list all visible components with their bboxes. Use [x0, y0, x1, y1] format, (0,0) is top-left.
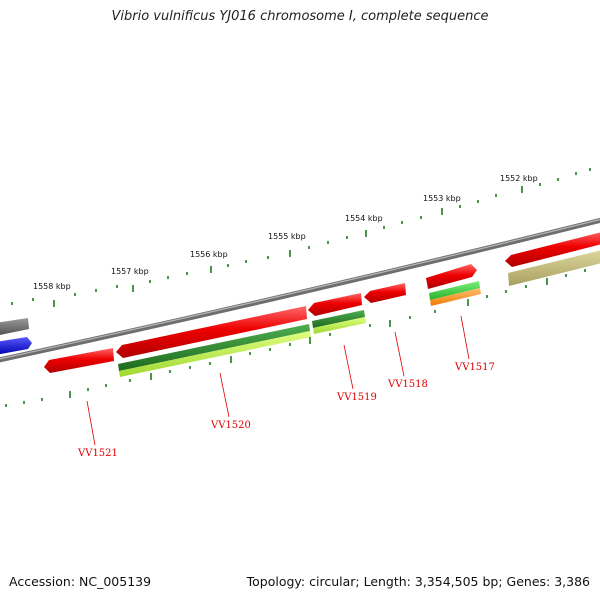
gene-arrow-vv1519 [308, 293, 362, 316]
genome-backbone [0, 217, 600, 363]
cds-bar-vv1519-dark [312, 310, 365, 328]
cds-bar-vv1520-dark [118, 324, 310, 371]
gene-arrow-vv1520 [116, 306, 307, 358]
gene-arrow-vv1521 [44, 348, 114, 373]
cds-bar-right-khaki [508, 250, 600, 286]
gene-arrow-vv1517 [426, 264, 477, 289]
tick-label-1558: 1558 kbp [33, 282, 71, 291]
gene-labels: VV1517 VV1518 VV1519 VV1520 VV1521 [77, 362, 495, 459]
blue-feature [0, 337, 32, 355]
gene-arrow-right [505, 232, 600, 267]
cds-bar-vv1519-light [313, 317, 366, 334]
tick-labels: 1552 kbp 1553 kbp 1554 kbp 1555 kbp 1556… [33, 174, 538, 291]
accession-text: Accession: NC_005139 [9, 574, 152, 589]
inner-tick-track [5, 269, 586, 407]
tick-label-1552: 1552 kbp [500, 174, 538, 183]
tick-label-1556: 1556 kbp [190, 250, 228, 259]
gene-label-vv1518: VV1518 [387, 379, 428, 390]
outer-tick-track [11, 168, 591, 307]
gene-label-vv1520: VV1520 [210, 420, 251, 431]
cds-bar-vv1517-green [429, 281, 480, 300]
cds-bar-vv1520-light [119, 331, 311, 377]
gene-label-vv1517: VV1517 [454, 362, 495, 373]
tick-label-1557: 1557 kbp [111, 267, 149, 276]
gene-label-vv1521: VV1521 [77, 448, 118, 459]
gray-feature [0, 318, 29, 335]
label-leaders [86, 315, 470, 446]
gene-label-vv1519: VV1519 [336, 392, 377, 403]
map-title: Vibrio vulnificus YJ016 chromosome I, co… [111, 9, 489, 24]
tick-label-1553: 1553 kbp [423, 194, 461, 203]
cds-bar-vv1517-orange [430, 288, 481, 306]
tick-label-1555: 1555 kbp [268, 232, 306, 241]
topology-stats-text: Topology: circular; Length: 3,354,505 bp… [246, 574, 590, 589]
gene-arrow-vv1518 [364, 283, 406, 303]
tick-label-1554: 1554 kbp [345, 214, 383, 223]
